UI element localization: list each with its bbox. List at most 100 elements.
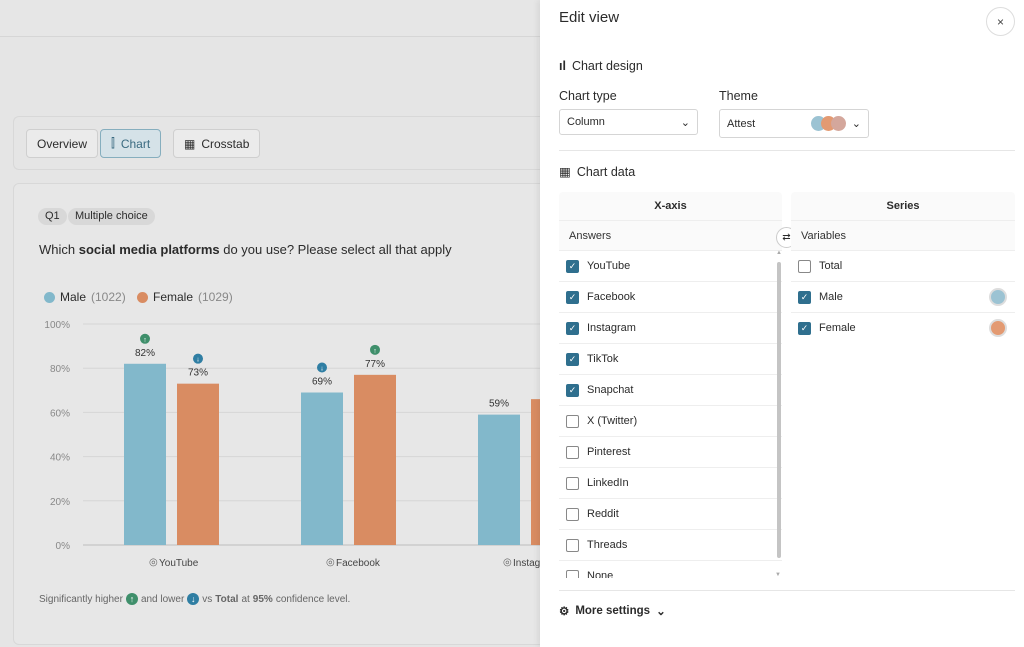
tab-chart[interactable]: ⫿ Chart: [100, 129, 162, 158]
x-tick-label: YouTube: [159, 558, 199, 569]
y-tick-label: 60%: [50, 408, 70, 419]
row-label: TikTok: [587, 353, 619, 365]
view-tabs: Overview ⫿ Chart ▦ Crosstab: [13, 116, 553, 170]
y-tick-label: 0%: [56, 541, 71, 552]
arrow-down-icon: [317, 362, 327, 373]
answers-row[interactable]: LinkedIn: [559, 467, 782, 498]
bar-female: [354, 374, 396, 545]
y-tick-label: 80%: [50, 364, 70, 375]
top-bar: [0, 0, 540, 37]
checkbox[interactable]: ✓: [566, 321, 579, 335]
chart-card: [13, 183, 553, 645]
checkbox[interactable]: ✓: [566, 352, 579, 366]
checkbox[interactable]: [566, 414, 579, 428]
checkbox[interactable]: ✓: [566, 259, 579, 273]
checkbox[interactable]: ✓: [566, 290, 579, 304]
crosstab-icon: ▦: [184, 136, 196, 151]
x-axis-heading: X-axis: [559, 192, 782, 221]
crosstab-icon: ▦: [559, 165, 571, 179]
row-label: Threads: [587, 539, 628, 551]
data-label: 59%: [489, 399, 509, 410]
tab-label: Overview: [37, 136, 88, 151]
tab-overview[interactable]: Overview: [26, 129, 99, 158]
checkbox[interactable]: [566, 445, 579, 459]
gear-icon: ⚙: [559, 606, 570, 618]
row-label: YouTube: [587, 260, 631, 272]
bar-female: [177, 383, 219, 545]
legend-female[interactable]: Female (1029): [137, 290, 233, 304]
x-tick-icon: ◎: [503, 557, 512, 568]
checkbox[interactable]: [566, 569, 579, 578]
row-label: Reddit: [587, 508, 619, 520]
arrow-down-icon: [193, 353, 203, 364]
x-tick-icon: ◎: [149, 557, 158, 568]
answers-row[interactable]: None: [559, 560, 782, 578]
close-icon: ×: [996, 14, 1004, 29]
variables-row[interactable]: Total: [791, 250, 1015, 281]
color-swatch[interactable]: [989, 319, 1007, 337]
answers-row[interactable]: X (Twitter): [559, 405, 782, 436]
answers-row[interactable]: ✓ Facebook: [559, 281, 782, 312]
arrow-glyph: ↓: [320, 366, 324, 373]
data-label: 73%: [188, 368, 208, 379]
arrow-glyph: ↓: [196, 357, 200, 364]
question-type: Multiple choice: [68, 208, 155, 225]
variables-heading: Variables: [801, 229, 847, 242]
bar-chart-icon: ıl: [559, 59, 566, 73]
answers-row[interactable]: ✓ YouTube: [559, 250, 782, 281]
legend-dot: [137, 291, 148, 303]
answers-row[interactable]: Reddit: [559, 498, 782, 529]
y-tick-label: 100%: [44, 320, 70, 331]
tab-label: Chart: [120, 136, 151, 151]
checkbox[interactable]: [798, 259, 811, 273]
swap-icon: ⇄: [782, 232, 791, 243]
panel-title: Edit view: [559, 9, 620, 26]
legend-dot: [44, 291, 55, 303]
variables-row[interactable]: ✓ Male: [791, 281, 1015, 312]
data-label: 69%: [312, 377, 332, 388]
chart-type-select[interactable]: Column ⌄: [559, 109, 698, 135]
chevron-down-icon: ⌄: [656, 606, 666, 618]
chart-type-label: Chart type: [559, 89, 617, 103]
theme-swatches: [810, 116, 846, 131]
bar-male: [301, 392, 343, 545]
series-column: Series Variables Total ✓ Male ✓ Female: [791, 192, 1015, 343]
row-label: Instagram: [587, 322, 636, 334]
edit-view-panel: Edit view × ıl Chart design Chart type Co…: [540, 0, 1024, 647]
checkbox[interactable]: [566, 476, 579, 490]
color-swatch[interactable]: [989, 288, 1007, 306]
tab-label: Crosstab: [201, 136, 250, 151]
answers-row[interactable]: ✓ TikTok: [559, 343, 782, 374]
variables-row[interactable]: ✓ Female: [791, 312, 1015, 343]
tab-crosstab[interactable]: ▦ Crosstab: [173, 129, 261, 158]
row-label: Male: [819, 291, 843, 303]
answers-row[interactable]: ✓ Snapchat: [559, 374, 782, 405]
answers-row[interactable]: Pinterest: [559, 436, 782, 467]
close-button[interactable]: ×: [986, 7, 1015, 36]
y-tick-label: 40%: [50, 453, 70, 464]
row-label: Total: [819, 260, 843, 272]
answers-row[interactable]: ✓ Instagram: [559, 312, 782, 343]
row-label: Snapchat: [587, 384, 634, 396]
arrow-up-icon: [140, 333, 150, 344]
chevron-down-icon: ⌄: [851, 118, 861, 130]
answers-scrollbar[interactable]: ▲ ▼: [775, 250, 782, 578]
row-label: Pinterest: [587, 446, 631, 458]
x-axis-column: X-axis Answers ✓ YouTube ✓ Facebook ✓ Instagr…: [559, 192, 782, 578]
legend-male[interactable]: Male (1022): [44, 290, 126, 304]
theme-select[interactable]: Attest ⌄: [719, 109, 869, 138]
checkbox[interactable]: [566, 507, 579, 521]
checkbox[interactable]: ✓: [566, 383, 579, 397]
more-settings-button[interactable]: ⚙ More settings ⌄: [559, 605, 666, 618]
y-tick-label: 20%: [50, 497, 70, 508]
arrow-up-icon: [370, 344, 380, 355]
checkbox[interactable]: ✓: [798, 290, 811, 304]
arrow-down-icon: ↓: [187, 593, 200, 605]
answers-row[interactable]: Threads: [559, 529, 782, 560]
checkbox[interactable]: ✓: [798, 321, 811, 335]
arrow-glyph: ↑: [373, 348, 377, 355]
checkbox[interactable]: [566, 538, 579, 552]
x-tick-icon: ◎: [326, 557, 335, 568]
arrow-glyph: ↑: [143, 337, 147, 344]
chart-design-heading: ıl Chart design: [559, 59, 643, 73]
